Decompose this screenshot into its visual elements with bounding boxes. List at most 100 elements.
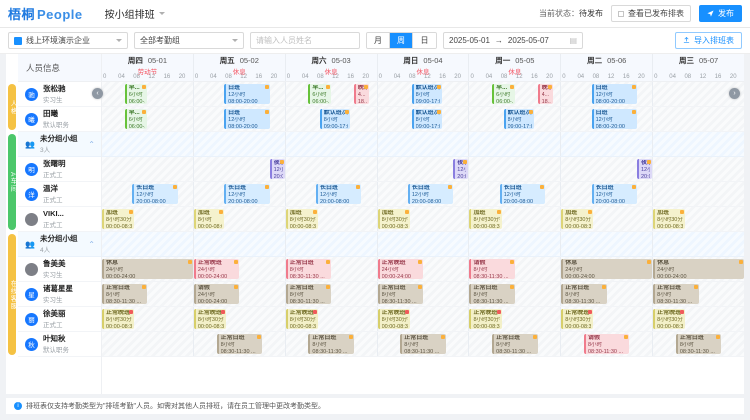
shift-block[interactable]: 加班8小时30分钟00:00-08:30	[469, 209, 502, 229]
timeline-cell[interactable]: 正常晚班8小时30分钟00:00-08:30	[102, 307, 194, 331]
timeline-cell[interactable]	[102, 132, 194, 156]
timeline-cell[interactable]: 正常晚班8小时30分钟00:00-08:30	[377, 307, 470, 331]
range-mode-week[interactable]: 周	[390, 33, 413, 48]
shift-block[interactable]: 正常晚班8小时30分钟00:00-08:30	[102, 309, 135, 329]
person-row[interactable]: 星诸葛星星 实习生	[18, 282, 101, 307]
shift-block[interactable]: 加班8小时30分钟00:00-08:30	[285, 209, 318, 229]
shift-block[interactable]: 正常晚班8小时30分钟00:00-08:30	[377, 309, 410, 329]
timeline-cell[interactable]	[193, 232, 286, 256]
range-mode-month[interactable]: 月	[367, 33, 390, 48]
shift-block[interactable]: 长白班 12小时 20:00-08:00	[224, 184, 270, 204]
shift-block[interactable]: 加班8小时30分钟00:00-08:30	[653, 209, 686, 229]
group-row[interactable]: 👥 未分组小组 4人 ⌃	[18, 232, 101, 257]
shift-block[interactable]: 白班 12小时 08:00-20:00	[224, 84, 270, 104]
person-row[interactable]: 曦田曦 默认职务	[18, 107, 101, 132]
employee-name-input[interactable]: 请输入人员姓名	[250, 32, 360, 49]
chevron-up-icon[interactable]: ⌃	[88, 239, 95, 249]
shift-block[interactable]: 请假 24小时 00:00-24:00	[193, 284, 240, 304]
shift-block[interactable]: 晚班4...18...	[537, 84, 553, 104]
timeline-cell[interactable]: 休息 24小时 00:00-24:00	[653, 257, 744, 281]
timeline-cell[interactable]: 白班 12小时 08:00-20:00	[561, 82, 654, 106]
shift-block[interactable]: 加班8小时30分钟00:00-08:30	[561, 209, 594, 229]
attendance-group-select[interactable]: 全部考勤组	[134, 32, 244, 49]
shift-block[interactable]: 长白班 12小时 20:00-08:00	[591, 184, 637, 204]
shift-block[interactable]: 加班8小时30分钟00:00-08:30	[377, 209, 410, 229]
shift-block[interactable]: 休息 24小时 00:00-24:00	[561, 259, 653, 279]
person-row[interactable]: 洋温洋 正式工	[18, 182, 101, 207]
shift-block[interactable]: 加班8小时30分钟00:00-08:30	[102, 209, 135, 229]
timeline-cell[interactable]: 正常白班 8小时 08:30-11:30 ...	[653, 332, 744, 356]
timeline-cell[interactable]	[561, 232, 654, 256]
timeline-cell[interactable]	[285, 232, 378, 256]
timeline-cell[interactable]	[102, 157, 194, 181]
person-row[interactable]: 明张曙明 正式工	[18, 157, 101, 182]
shift-block[interactable]: 白班 12小时 08:00-20:00	[591, 84, 637, 104]
shift-block[interactable]: 晚班4...18...	[353, 84, 369, 104]
timeline-cell[interactable]	[377, 232, 470, 256]
timeline-cell[interactable]: 正常白班 8小时 08:30-11:30 ...	[285, 282, 378, 306]
shift-block[interactable]: 正常白班 8小时 08:30-11:30 ...	[216, 334, 262, 354]
company-select[interactable]: 线上环境演示企业	[8, 32, 128, 49]
timeline-cell[interactable]	[469, 132, 562, 156]
shift-block[interactable]: 长白班 12小时 20:00-08:00	[499, 184, 546, 204]
timeline-cell[interactable]	[653, 132, 744, 156]
timeline-cell[interactable]: 正常白班 8小时 08:30-11:30 ...	[377, 282, 470, 306]
timeline-cell[interactable]	[653, 107, 744, 131]
timeline-cell[interactable]: 长白班 12小时 20:00-08:00	[469, 182, 562, 206]
shift-block[interactable]: 白班 12小时 08:00-20:00	[224, 109, 270, 129]
date-range-picker[interactable]: 2025-05-01 → 2025-05-07 ▤	[443, 32, 583, 49]
shift-block[interactable]: 正常晚班8小时30分钟00:00-08:30	[193, 309, 227, 329]
timeline-cell[interactable]: 正常晚班 24小时 00:00-24:00	[377, 257, 470, 281]
chevron-up-icon[interactable]: ⌃	[88, 139, 95, 149]
shift-block[interactable]: 正常晚班 24小时 00:00-24:00	[193, 259, 240, 279]
shift-block[interactable]: 请假 8小时 08:30-11:30 ...	[584, 334, 630, 354]
shift-block[interactable]: 正常白班 8小时 08:30-11:30 ...	[308, 334, 354, 354]
timeline-cell[interactable]: 正常晚班8小时30分钟00:00-08:30	[653, 307, 744, 331]
timeline-cell[interactable]: 正常白班 8小时 08:30-11:30 ...	[653, 282, 744, 306]
prev-week-button[interactable]: ‹	[92, 88, 103, 99]
person-row[interactable]: 鲁美美 实习生	[18, 257, 101, 282]
shift-block[interactable]: 正常晚班8小时30分钟00:00-08:30	[561, 309, 594, 329]
timeline-cell[interactable]	[653, 157, 744, 181]
timeline-cell[interactable]: 正常晚班8小时30分钟00:00-08:30	[561, 307, 654, 331]
timeline-cell[interactable]	[193, 132, 286, 156]
timeline-cell[interactable]: 正常晚班8小时30分钟00:00-08:30	[193, 307, 286, 331]
timeline-cell[interactable]: 长白班 12小时 20:00-08:00	[377, 182, 470, 206]
timeline-cell[interactable]: 正常晚班8小时30分钟00:00-08:30	[285, 307, 378, 331]
timeline-cell[interactable]	[653, 182, 744, 206]
timeline-cell[interactable]	[377, 132, 470, 156]
timeline-cell[interactable]: 加班8小时30分钟00:00-08:30	[653, 207, 744, 231]
range-mode-day[interactable]: 日	[413, 33, 436, 48]
timeline-cell[interactable]	[653, 82, 744, 106]
timeline-cell[interactable]: 白班 12小时 08:00-20:00	[193, 107, 286, 131]
shift-block[interactable]: 长白班 12小时 20:00-08:00	[407, 184, 454, 204]
timeline-cell[interactable]: 正常白班 8小时 08:30-11:30 ...	[469, 332, 562, 356]
shift-block[interactable]: 正常晚班 24小时 00:00-24:00	[377, 259, 423, 279]
person-row[interactable]: 秋叶知秋 默认职务	[18, 332, 101, 357]
shift-block[interactable]: 长白班 12小时 20:00-08:00	[132, 184, 178, 204]
timeline-cell[interactable]: 加班8小时30分钟00:00-08:30	[377, 207, 470, 231]
timeline-cell[interactable]: 加班8小时30分钟00:00-08:30	[561, 207, 654, 231]
timeline-cell[interactable]: 加班8小时30分钟00:00-08:30	[285, 207, 378, 231]
timeline-cell[interactable]: 正常白班 8小时 08:30-11:30 ...	[561, 282, 654, 306]
shift-block[interactable]: 正常白班 8小时 08:30-11:30 ...	[561, 284, 607, 304]
shift-block[interactable]: 正常白班 8小时 08:30-11:30 ...	[653, 284, 699, 304]
shift-block[interactable]: 正常晚班8小时30分钟00:00-08:30	[653, 309, 686, 329]
person-row[interactable]: 驰张松驰 实习生	[18, 82, 101, 107]
timeline-cell[interactable]: 加班8小时30分钟00:00-08:30	[102, 207, 194, 231]
timeline-cell[interactable]: 正常白班 8小时 08:30-11:30 ...	[102, 282, 194, 306]
timeline-cell[interactable]: 长白班 12小时 20:00-08:00	[285, 182, 378, 206]
